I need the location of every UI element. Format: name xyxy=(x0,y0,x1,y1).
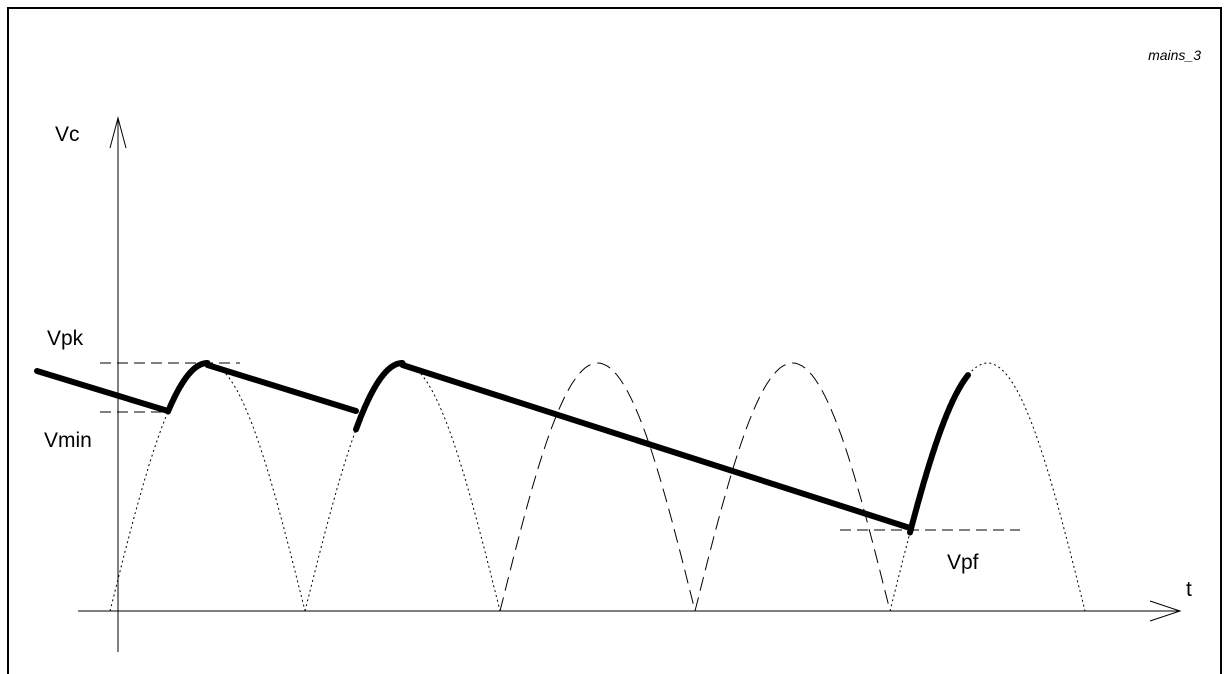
sine-arch-3 xyxy=(499,362,696,612)
x-axis xyxy=(78,600,1182,622)
sine-arch-4 xyxy=(694,362,891,612)
rectified-sine-arches xyxy=(109,362,1086,612)
figure-id-label: mains_3 xyxy=(1148,47,1201,63)
discharge-segment-1 xyxy=(34,368,171,414)
vmin-label: Vmin xyxy=(44,429,92,452)
charge-segment-3 xyxy=(907,372,971,536)
capacitor-voltage-curve xyxy=(34,360,971,536)
discharge-segment-3 xyxy=(399,362,913,531)
y-axis-label: Vc xyxy=(55,123,80,146)
sine-arch-2 xyxy=(304,362,501,612)
charge-segment-1 xyxy=(165,360,211,415)
sine-arch-5 xyxy=(889,362,1086,612)
charge-segment-2 xyxy=(353,360,406,433)
vpk-label: Vpk xyxy=(47,327,84,350)
figure-border xyxy=(7,7,1222,674)
y-axis-arrow xyxy=(109,116,127,149)
x-axis-label: t xyxy=(1186,578,1192,601)
discharge-segment-2 xyxy=(204,362,359,414)
y-axis xyxy=(109,116,127,652)
x-axis-arrow xyxy=(1149,600,1182,622)
vpf-label: Vpf xyxy=(947,551,979,574)
